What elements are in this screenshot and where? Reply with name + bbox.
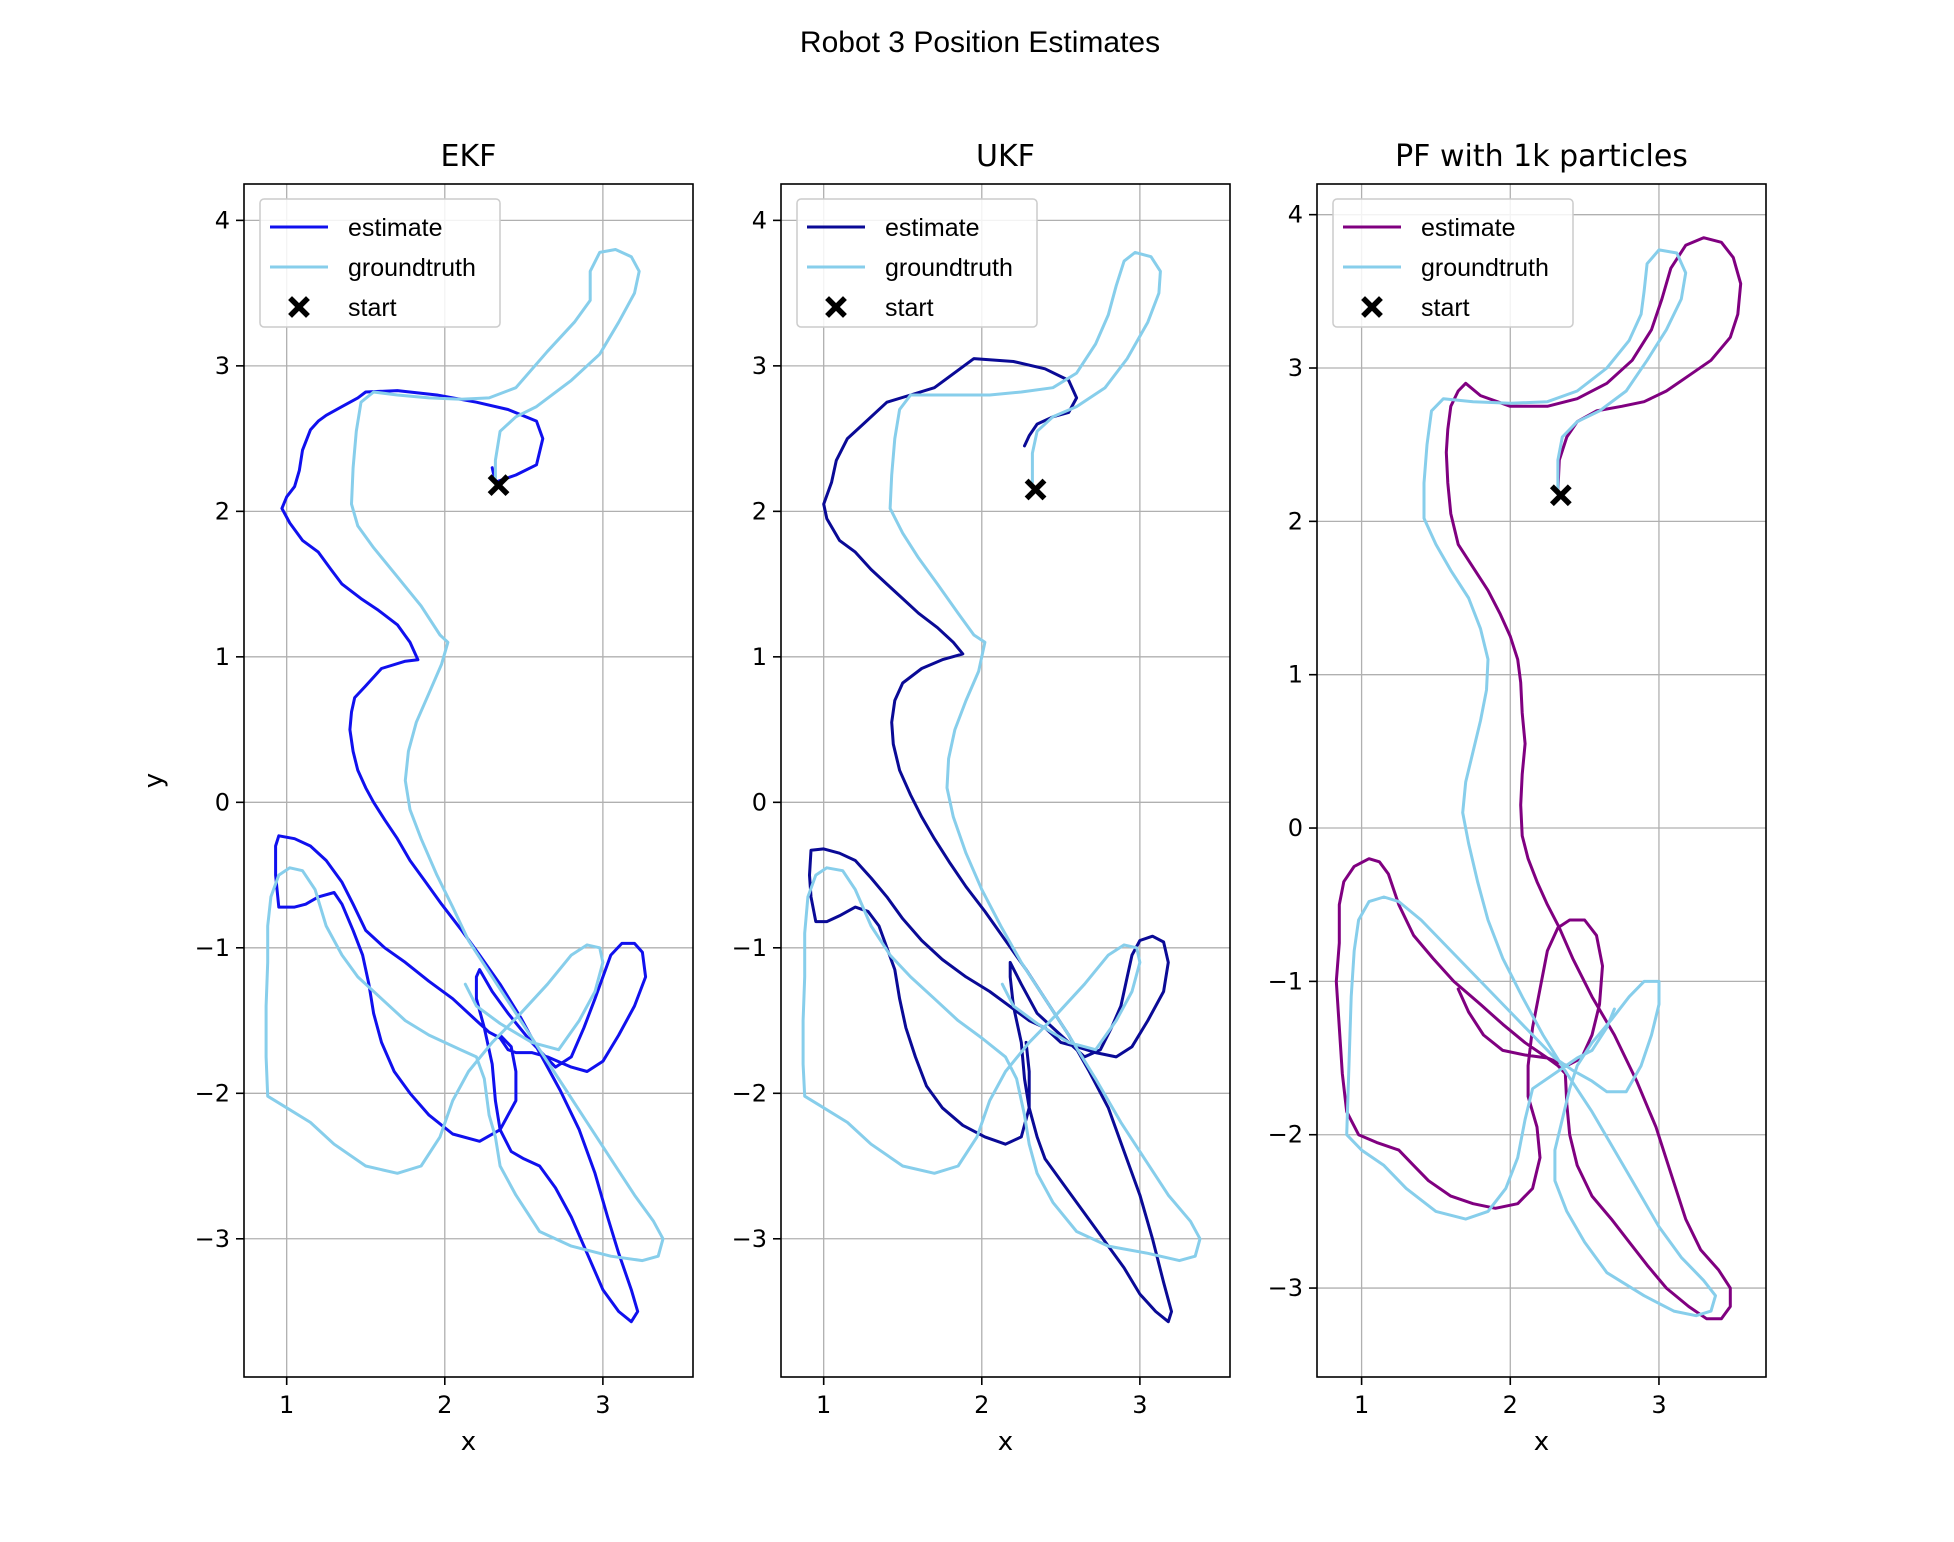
figure-suptitle: Robot 3 Position Estimates (800, 26, 1160, 59)
legend-label-groundtruth: groundtruth (1421, 254, 1549, 282)
axes-frame (1316, 183, 1767, 1378)
x-axis-label: x (461, 1427, 476, 1457)
x-tick-label: 2 (974, 1391, 989, 1419)
axes-frame (243, 183, 694, 1378)
axes-frame (780, 183, 1231, 1378)
y-tick-label: 3 (1288, 354, 1303, 382)
y-tick-label: −1 (732, 934, 767, 962)
x-tick-label: 2 (437, 1391, 452, 1419)
legend: estimate groundtruth start (259, 198, 501, 328)
legend-swatch-start (1361, 296, 1383, 318)
series-line-groundtruth (264, 248, 665, 1263)
panel-pf-with-1k-particles: 1 2 3 −3 −2 −1 0 1 2 3 4 PF with 1k particles x estim… (1268, 139, 1767, 1457)
grid (781, 184, 1230, 1377)
y-tick-label: 0 (215, 788, 230, 816)
legend-label-start: start (1421, 294, 1470, 322)
grid (1317, 184, 1766, 1377)
axes-title: EKF (441, 139, 497, 174)
grid (244, 184, 693, 1377)
series-line-estimate (1334, 236, 1743, 1321)
y-tick-label: 3 (215, 352, 230, 380)
x-tick-label: 1 (279, 1391, 294, 1419)
y-tick-label: 2 (215, 497, 230, 525)
legend-box (796, 198, 1038, 328)
y-tick-label: 2 (752, 497, 767, 525)
y-tick-label: 0 (1288, 814, 1303, 842)
start-marker (1549, 484, 1572, 507)
y-tick-label: 1 (752, 643, 767, 671)
axes-title: PF with 1k particles (1395, 139, 1688, 174)
y-tick-label: 3 (752, 352, 767, 380)
y-axis-label: y (139, 773, 169, 788)
y-tick-label: 4 (1288, 201, 1303, 229)
y-tick-label: −3 (1268, 1274, 1303, 1302)
legend-label-groundtruth: groundtruth (885, 254, 1013, 282)
axes-title: UKF (976, 139, 1035, 174)
series-line-estimate (808, 357, 1173, 1324)
panel-ukf: 1 2 3 −3 −2 −1 0 1 2 3 4 UKF x estimate groundtruth sta… (732, 139, 1231, 1457)
y-tick-label: −2 (195, 1079, 230, 1107)
y-tick-label: 4 (752, 206, 767, 234)
legend-label-estimate: estimate (1421, 214, 1515, 242)
y-tick-label: −1 (195, 934, 230, 962)
legend-label-estimate: estimate (885, 214, 979, 242)
x-axis-label: x (998, 1427, 1013, 1457)
y-tick-label: −2 (1268, 1121, 1303, 1149)
series-line-estimate (274, 389, 648, 1324)
x-tick-label: 3 (595, 1391, 610, 1419)
legend: estimate groundtruth start (1332, 198, 1574, 328)
x-tick-label: 1 (816, 1391, 831, 1419)
y-tick-label: 1 (215, 643, 230, 671)
y-tick-label: −2 (732, 1079, 767, 1107)
legend: estimate groundtruth start (796, 198, 1038, 328)
legend-box (259, 198, 501, 328)
legend-label-start: start (885, 294, 934, 322)
y-tick-label: 1 (1288, 661, 1303, 689)
x-axis-label: x (1534, 1427, 1549, 1457)
start-marker (487, 474, 510, 497)
legend-label-groundtruth: groundtruth (348, 254, 476, 282)
legend-label-start: start (348, 294, 397, 322)
legend-swatch-start (288, 296, 310, 318)
series-line-groundtruth (1345, 248, 1717, 1318)
x-tick-label: 3 (1651, 1391, 1666, 1419)
x-tick-label: 3 (1132, 1391, 1147, 1419)
y-tick-label: 4 (215, 206, 230, 234)
x-tick-label: 1 (1354, 1391, 1369, 1419)
legend-swatch-start (825, 296, 847, 318)
x-tick-label: 2 (1503, 1391, 1518, 1419)
start-marker (1024, 478, 1047, 501)
series-line-groundtruth (801, 250, 1202, 1263)
y-tick-label: −3 (732, 1225, 767, 1253)
y-tick-label: −3 (195, 1225, 230, 1253)
y-tick-label: 0 (752, 788, 767, 816)
y-tick-label: −1 (1268, 967, 1303, 995)
y-tick-label: 2 (1288, 507, 1303, 535)
legend-label-estimate: estimate (348, 214, 442, 242)
legend-box (1332, 198, 1574, 328)
panel-ekf: 1 2 3 −3 −2 −1 0 1 2 3 4 EKF x y estimate groundtruth st… (139, 139, 694, 1457)
